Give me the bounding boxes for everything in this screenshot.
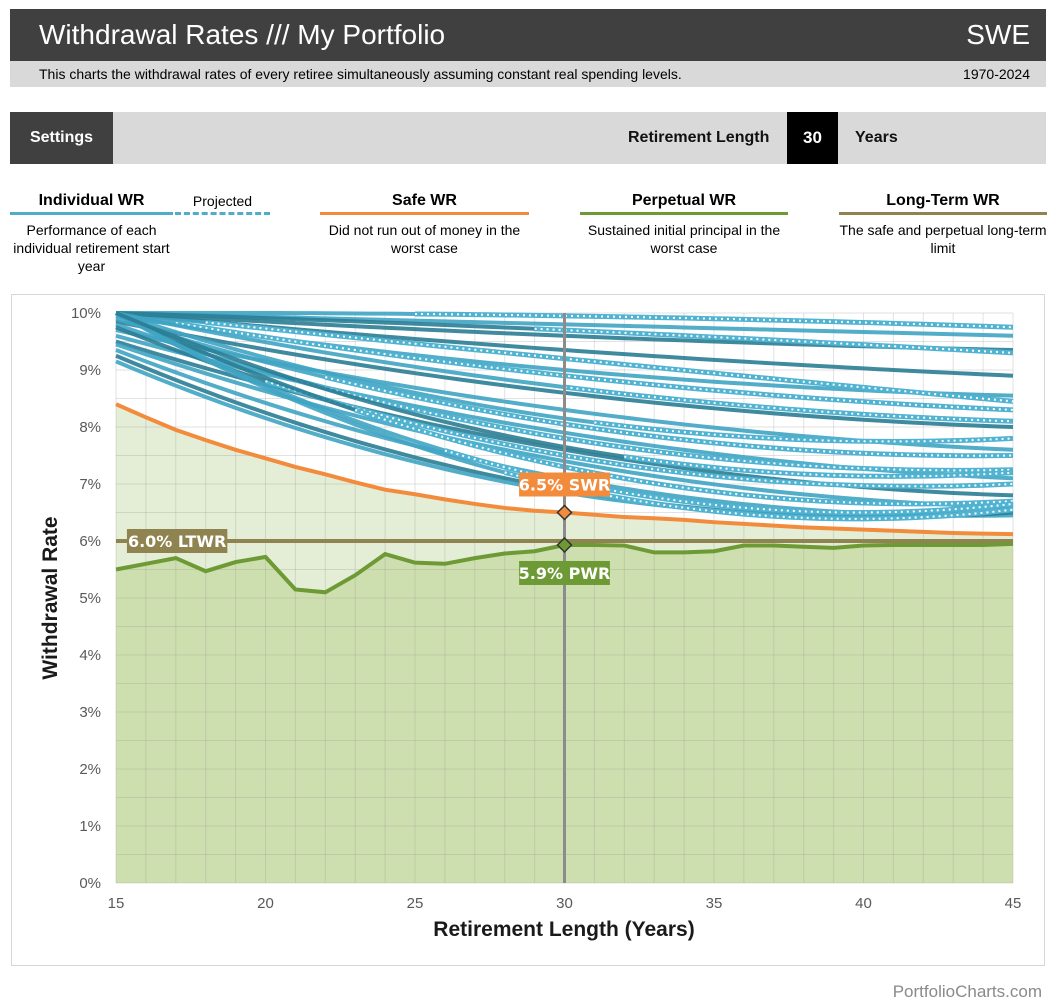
legend-individual-wr: Individual WR Projected Performance of e…	[10, 190, 270, 275]
individual-wr-projected-line	[205, 319, 1014, 404]
legend-individual-line	[10, 212, 173, 215]
legend-safe-wr: Safe WR Did not run out of money in the …	[320, 190, 529, 257]
legend-long-term-wr: Long-Term WR The safe and perpetual long…	[839, 190, 1047, 257]
individual-wr-line	[115, 311, 535, 331]
individual-wr-projected-dash	[354, 409, 1014, 505]
retirement-length-input[interactable]: 30	[787, 112, 838, 164]
retirement-length-label: Retirement Length	[628, 129, 770, 146]
individual-wr-projected-dash	[414, 312, 1014, 329]
individual-wr-projected-dash	[325, 376, 1014, 457]
pwr-annotation-label: 5.9% PWR	[519, 564, 611, 583]
legend-individual-title: Individual WR	[38, 192, 145, 209]
individual-wr-projected-dash	[295, 378, 1014, 472]
individual-wr-line	[115, 311, 625, 459]
individual-wr-line	[115, 311, 506, 475]
individual-wr-line	[116, 311, 416, 316]
page-title: Withdrawal Rates /// My Portfolio	[39, 19, 446, 50]
country-code: SWE	[966, 19, 1030, 50]
legend-safe-title: Safe WR	[392, 192, 457, 209]
y-tick-label: 9%	[79, 362, 101, 379]
y-tick-label: 4%	[79, 647, 101, 664]
pwr-annotation-label-box	[519, 560, 610, 585]
legend-perpetual-description: Sustained initial principal in the worst…	[587, 222, 781, 256]
date-range: 1970-2024	[963, 66, 1030, 82]
individual-wr-projected-dash	[175, 322, 1014, 411]
x-tick-label: 35	[706, 895, 723, 912]
y-tick-label: 7%	[79, 476, 101, 493]
x-tick-label: 15	[108, 895, 125, 912]
individual-wr-projected-line	[564, 384, 1014, 424]
x-tick-label: 20	[257, 895, 274, 912]
y-tick-label: 6%	[79, 533, 101, 550]
ltwr-annotation-label-box	[126, 529, 228, 553]
y-tick-label: 10%	[71, 305, 101, 322]
legend-safe-description: Did not run out of money in the worst ca…	[328, 222, 521, 256]
swr-annotation-label: 6.5% SWR	[519, 476, 610, 495]
subtitle-bar: This charts the withdrawal rates of ever…	[10, 61, 1046, 87]
individual-wr-projected-dash	[504, 471, 1014, 520]
y-tick-label: 3%	[79, 704, 101, 721]
y-tick-label: 1%	[79, 818, 101, 835]
settings-button[interactable]: Settings	[10, 112, 113, 164]
y-tick-label: 0%	[79, 875, 101, 892]
swr-annotation-label-box	[519, 472, 610, 497]
legend-perpetual-line	[580, 212, 788, 215]
pwr-marker-diamond	[556, 536, 573, 554]
individual-wr-projected-dash	[594, 421, 1014, 443]
x-tick-label: 40	[855, 895, 872, 912]
retirement-length-unit: Years	[855, 129, 898, 146]
individual-wr-line	[115, 311, 565, 390]
individual-wr-projected-dash	[265, 380, 1014, 488]
chart-description: This charts the withdrawal rates of ever…	[39, 66, 682, 82]
y-axis-title: Withdrawal Rate	[39, 516, 62, 679]
legend-projected-title: Projected	[192, 193, 253, 209]
individual-wr-line	[115, 311, 595, 425]
legend-safe-line	[320, 212, 529, 215]
x-tick-label: 25	[407, 895, 424, 912]
y-tick-label: 2%	[79, 761, 101, 778]
individual-wr-projected-dash	[534, 327, 1014, 354]
legend-individual-description: Performance of each individual retiremen…	[13, 222, 170, 274]
individual-wr-line	[115, 311, 356, 412]
legend-projected-dashed-line	[175, 212, 270, 215]
legend-perpetual-title: Perpetual WR	[631, 192, 736, 209]
y-tick-label: 8%	[79, 419, 101, 436]
legend-long-term-title: Long-Term WR	[886, 192, 1000, 209]
x-tick-label: 30	[556, 895, 573, 912]
legend-perpetual-wr: Perpetual WR Sustained initial principal…	[580, 190, 788, 257]
y-tick-label: 5%	[79, 590, 101, 607]
ltwr-annotation-label: 6.0% LTWR	[128, 532, 226, 551]
x-tick-label: 45	[1005, 895, 1022, 912]
individual-wr-projected-dash	[624, 455, 1014, 478]
settings-bar: Settings Retirement Length 30 Years	[10, 112, 1046, 164]
footer-site-name[interactable]: PortfolioCharts.com	[892, 982, 1042, 1001]
title-bar: Withdrawal Rates /// My Portfolio SWE	[10, 9, 1046, 61]
legend-long-term-line	[839, 212, 1047, 215]
legend-long-term-description: The safe and perpetual long-term limit	[839, 222, 1047, 256]
x-axis-title: Retirement Length (Years)	[433, 918, 694, 941]
swr-marker-diamond	[556, 504, 573, 521]
